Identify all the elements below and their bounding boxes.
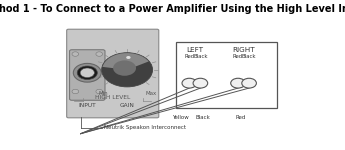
- Circle shape: [102, 53, 152, 87]
- Text: RIGHT: RIGHT: [232, 47, 255, 53]
- Text: Min: Min: [98, 91, 108, 96]
- Text: Red: Red: [235, 115, 245, 120]
- Circle shape: [80, 68, 95, 78]
- Circle shape: [77, 66, 97, 80]
- Text: GAIN: GAIN: [120, 103, 135, 108]
- Circle shape: [72, 89, 79, 94]
- Text: Red: Red: [184, 54, 194, 59]
- Text: LEFT: LEFT: [186, 47, 203, 53]
- Text: Black: Black: [193, 54, 208, 59]
- Circle shape: [96, 52, 102, 56]
- Wedge shape: [102, 53, 149, 70]
- Circle shape: [126, 56, 131, 59]
- Circle shape: [113, 60, 136, 76]
- Text: Neutrik Speakon Interconnect: Neutrik Speakon Interconnect: [104, 125, 186, 130]
- Text: Method 1 - To Connect to a Power Amplifier Using the High Level Input: Method 1 - To Connect to a Power Amplifi…: [0, 4, 345, 14]
- Bar: [176, 42, 277, 108]
- Text: INPUT: INPUT: [78, 103, 96, 108]
- Text: HIGH LEVEL: HIGH LEVEL: [95, 95, 130, 100]
- Circle shape: [182, 78, 197, 88]
- Text: Max: Max: [146, 91, 157, 96]
- Text: Black: Black: [195, 115, 210, 120]
- Circle shape: [231, 78, 245, 88]
- FancyBboxPatch shape: [67, 29, 159, 118]
- Circle shape: [72, 52, 79, 56]
- Text: Red: Red: [233, 54, 243, 59]
- Text: Yellow: Yellow: [172, 115, 189, 120]
- Circle shape: [73, 63, 101, 82]
- Circle shape: [96, 89, 102, 94]
- FancyBboxPatch shape: [70, 50, 105, 100]
- Circle shape: [242, 78, 256, 88]
- Text: Black: Black: [242, 54, 256, 59]
- Circle shape: [193, 78, 208, 88]
